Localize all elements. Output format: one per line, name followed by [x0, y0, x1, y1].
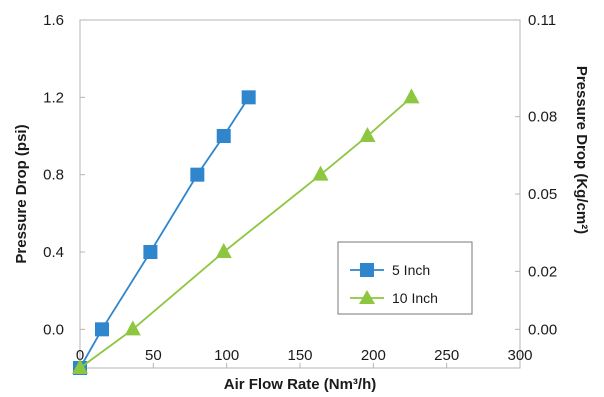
- y2-tick-label: 0.00: [528, 321, 557, 338]
- y2-axis-ticks: 0.00 0.02 0.05 0.08 0.11: [515, 12, 557, 338]
- y2-tick-label: 0.05: [528, 186, 557, 203]
- x-axis-ticks: 0 50 100 150 200 250 300: [76, 347, 533, 368]
- y-axis-ticks: 0.0 0.4 0.8 1.2 1.6: [43, 12, 85, 338]
- data-point-10-inch: [124, 320, 141, 336]
- y2-axis-title: Pressure Drop (Kg/cm²): [573, 66, 590, 234]
- data-point-10-inch: [403, 88, 420, 104]
- x-tick-label: 0: [76, 347, 84, 364]
- y-axis-title: Pressure Drop (psi): [13, 124, 30, 263]
- x-tick-label: 200: [361, 347, 386, 364]
- data-point-5-inch: [241, 90, 256, 105]
- x-axis-title: Air Flow Rate (Nm³/h): [224, 376, 377, 393]
- y2-tick-label: 0.11: [528, 12, 556, 29]
- y2-tick-label: 0.08: [528, 109, 557, 126]
- x-tick-label: 50: [145, 347, 162, 364]
- x-tick-label: 100: [214, 347, 239, 364]
- x-tick-label: 300: [507, 347, 532, 364]
- legend-marker-5-inch: [360, 263, 374, 277]
- legend: 5 Inch 10 Inch: [337, 241, 473, 315]
- data-point-10-inch: [215, 243, 232, 258]
- data-point-10-inch: [312, 165, 329, 181]
- data-point-10-inch: [359, 127, 376, 142]
- legend-label-10-inch: 10 Inch: [392, 290, 438, 306]
- legend-marker-10-inch: [359, 290, 375, 304]
- data-point-5-inch: [216, 129, 231, 143]
- data-point-5-inch: [143, 245, 158, 259]
- x-tick-label: 250: [434, 347, 459, 364]
- y-tick-label: 1.6: [43, 12, 64, 29]
- series-line-10-inch: [79, 96, 413, 369]
- data-point-5-inch: [190, 167, 205, 182]
- y-tick-label: 0.4: [43, 244, 64, 261]
- y2-tick-label: 0.02: [528, 263, 557, 280]
- data-point-5-inch: [95, 322, 109, 337]
- y-tick-label: 0.0: [43, 321, 64, 338]
- plot-area: [79, 19, 521, 369]
- y-tick-label: 1.2: [43, 89, 64, 106]
- y-tick-label: 0.8: [43, 167, 64, 184]
- x-tick-label: 150: [287, 347, 312, 364]
- data-point-10-inch: [72, 359, 88, 374]
- legend-label-5-inch: 5 Inch: [392, 262, 430, 278]
- series-layer: [72, 88, 420, 375]
